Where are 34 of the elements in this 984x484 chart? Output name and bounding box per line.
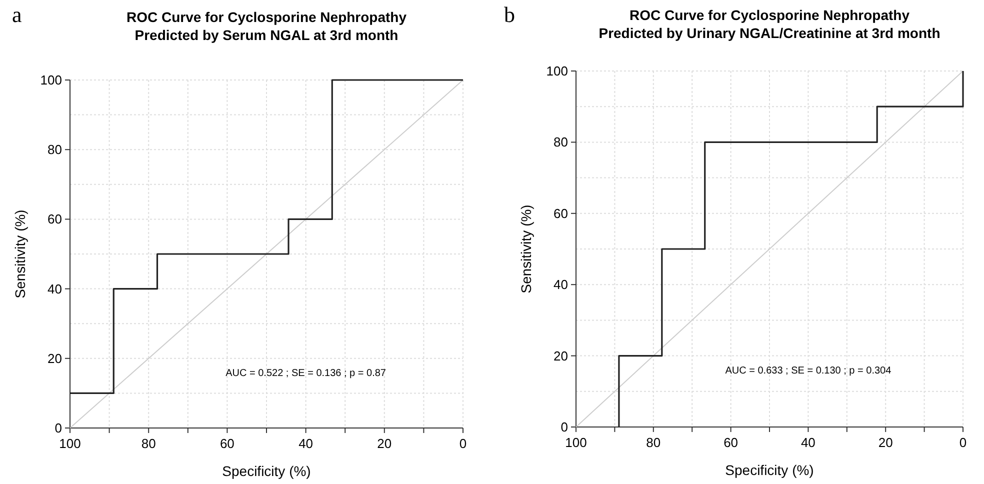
x-tick-label: 80 [141, 436, 156, 451]
y-tick-label: 40 [48, 281, 62, 296]
x-tick-label: 100 [59, 436, 81, 451]
annotation: AUC = 0.522 ; SE = 0.136 ; p = 0.87 [226, 368, 386, 379]
y-tick-label: 60 [554, 206, 568, 221]
x-tick-label: 60 [724, 435, 738, 450]
y-axis-title: Sensitivity (%) [518, 204, 534, 294]
x-axis-title: Specificity (%) [222, 463, 311, 479]
text: b [504, 2, 515, 27]
x-tick-label: 0 [959, 435, 967, 450]
y-tick-label: 80 [48, 142, 62, 158]
y-tick-label: 100 [546, 64, 568, 78]
chart-title: ROC Curve for Cyclosporine Nephropathy Predicted by Urinary NGAL/Creatinine at 3rd month [598, 7, 940, 41]
x-tick-label: 0 [459, 436, 467, 451]
y-tick-label: 60 [48, 212, 62, 227]
x-tick-label: 40 [800, 435, 816, 450]
x-tick-label: 100 [565, 435, 587, 450]
y-tick-label: 0 [560, 420, 568, 434]
chart-title: ROC Curve for Cyclosporine Nephropathy Predicted by Serum NGAL at 3rd month [126, 9, 407, 43]
x-tick-label: 80 [646, 435, 661, 450]
y-tick-label: 80 [554, 134, 568, 150]
x-axis-title: Specificity (%) [725, 462, 814, 478]
annotation: AUC = 0.633 ; SE = 0.130 ; p = 0.304 [725, 366, 892, 377]
y-tick-label: 40 [554, 277, 568, 292]
x-tick-label: 20 [377, 436, 392, 451]
x-tick-label: 20 [878, 435, 893, 450]
y-tick-label: 0 [54, 420, 62, 436]
y-axis-title: Sensitivity (%) [12, 210, 28, 298]
x-tick-label: 60 [220, 436, 234, 451]
x-tick-label: 40 [298, 436, 314, 451]
y-tick-label: 20 [48, 350, 62, 366]
y-tick-label: 100 [40, 72, 62, 88]
text: a [12, 2, 22, 27]
y-tick-label: 20 [554, 348, 568, 364]
